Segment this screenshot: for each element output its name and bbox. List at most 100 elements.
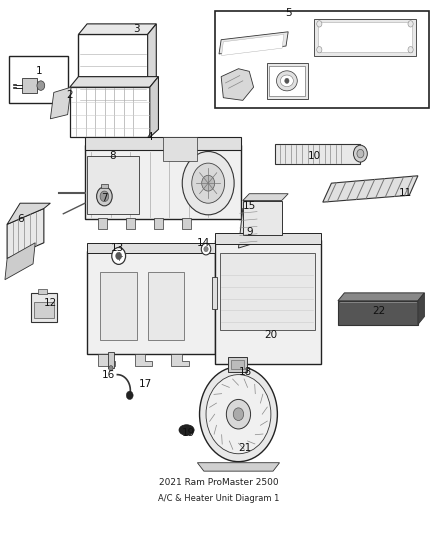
Circle shape — [192, 163, 225, 203]
Text: 13: 13 — [111, 243, 124, 253]
Polygon shape — [150, 77, 159, 138]
Text: 21: 21 — [238, 443, 251, 454]
Text: 8: 8 — [110, 151, 117, 161]
Circle shape — [357, 149, 364, 158]
Bar — [212, 277, 217, 309]
Text: 20: 20 — [264, 330, 277, 340]
Text: 14: 14 — [197, 238, 211, 248]
Circle shape — [201, 243, 211, 255]
Bar — [87, 251, 215, 353]
Bar — [100, 184, 108, 189]
Bar — [182, 218, 191, 229]
Bar — [31, 293, 57, 322]
Polygon shape — [323, 176, 418, 202]
Bar — [87, 243, 215, 253]
Bar — [85, 138, 240, 150]
Ellipse shape — [276, 71, 297, 91]
Text: 1: 1 — [36, 66, 43, 76]
Polygon shape — [7, 208, 44, 259]
Text: 17: 17 — [139, 378, 152, 389]
Text: 10: 10 — [307, 151, 321, 161]
Text: A/C & Heater Unit Diagram 1: A/C & Heater Unit Diagram 1 — [158, 494, 280, 503]
Polygon shape — [171, 353, 189, 366]
Bar — [215, 11, 429, 108]
Text: 6: 6 — [17, 214, 23, 224]
Circle shape — [353, 145, 367, 162]
Bar — [38, 289, 47, 294]
Text: 15: 15 — [243, 201, 256, 211]
Circle shape — [317, 21, 322, 27]
Text: 2021 Ram ProMaster 2500: 2021 Ram ProMaster 2500 — [159, 478, 279, 487]
Text: 12: 12 — [44, 298, 57, 309]
Bar — [275, 143, 360, 164]
Text: 18: 18 — [238, 367, 251, 377]
Text: 2: 2 — [67, 90, 73, 100]
Polygon shape — [50, 87, 71, 119]
Polygon shape — [243, 193, 288, 200]
Circle shape — [126, 391, 133, 400]
Bar — [9, 55, 67, 103]
Bar — [126, 218, 134, 229]
Bar — [267, 63, 307, 99]
Text: 9: 9 — [246, 227, 253, 237]
Polygon shape — [70, 87, 150, 138]
Polygon shape — [238, 202, 260, 248]
Ellipse shape — [179, 425, 194, 435]
Polygon shape — [7, 203, 50, 224]
Ellipse shape — [280, 75, 293, 87]
Circle shape — [206, 375, 271, 454]
Circle shape — [233, 408, 244, 421]
Polygon shape — [134, 353, 152, 366]
Polygon shape — [418, 293, 424, 325]
Polygon shape — [338, 293, 424, 301]
Polygon shape — [338, 301, 418, 325]
Bar — [231, 360, 244, 369]
Polygon shape — [221, 69, 254, 100]
Circle shape — [109, 366, 113, 371]
Circle shape — [317, 46, 322, 53]
Polygon shape — [148, 24, 156, 108]
Polygon shape — [219, 32, 288, 54]
Circle shape — [408, 21, 413, 27]
Bar — [163, 138, 198, 161]
Polygon shape — [222, 35, 284, 55]
Bar — [228, 357, 247, 372]
Bar — [215, 233, 321, 244]
Circle shape — [204, 246, 208, 252]
Polygon shape — [70, 77, 159, 87]
Bar — [243, 200, 282, 235]
Circle shape — [100, 191, 109, 201]
Bar — [148, 272, 184, 341]
Bar — [215, 240, 321, 364]
Bar — [269, 66, 305, 96]
Circle shape — [112, 247, 126, 264]
Bar — [34, 302, 54, 318]
Circle shape — [200, 367, 277, 462]
Circle shape — [116, 252, 122, 260]
Text: 22: 22 — [372, 306, 385, 316]
Circle shape — [408, 46, 413, 53]
Circle shape — [202, 175, 215, 191]
Text: 16: 16 — [102, 369, 115, 379]
Bar — [100, 272, 137, 341]
Bar — [22, 78, 37, 93]
Bar — [314, 19, 416, 55]
Bar — [108, 352, 114, 368]
Text: 11: 11 — [398, 188, 412, 198]
Text: 4: 4 — [146, 132, 153, 142]
Bar — [78, 35, 148, 108]
Bar — [85, 145, 240, 219]
Text: 19: 19 — [182, 427, 195, 438]
Text: 5: 5 — [285, 9, 292, 18]
Circle shape — [285, 78, 289, 84]
Polygon shape — [98, 353, 115, 366]
Text: 7: 7 — [101, 193, 108, 203]
Polygon shape — [5, 243, 35, 280]
Circle shape — [37, 81, 45, 90]
Circle shape — [182, 151, 234, 215]
Text: 3: 3 — [134, 24, 140, 34]
Circle shape — [97, 187, 112, 206]
Circle shape — [226, 399, 251, 429]
Bar — [154, 218, 163, 229]
Bar — [220, 253, 315, 330]
